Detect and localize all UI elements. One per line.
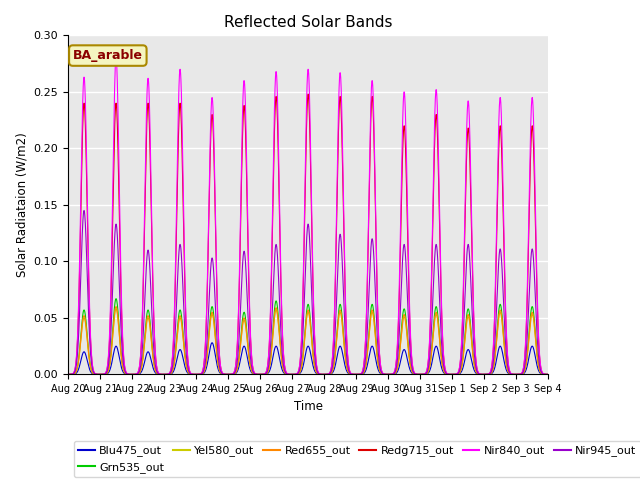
Nir840_out xyxy=(535,341,543,347)
Nir945_out xyxy=(248,367,256,373)
Nir945_out xyxy=(119,357,127,362)
Nir840_out xyxy=(64,372,72,377)
Yel580_out xyxy=(248,370,256,375)
Red655_out xyxy=(64,372,72,377)
Red655_out xyxy=(269,328,277,334)
Text: BA_arable: BA_arable xyxy=(73,49,143,62)
X-axis label: Time: Time xyxy=(294,400,323,413)
Nir840_out xyxy=(112,55,120,61)
Grn535_out xyxy=(545,372,552,377)
Redg715_out xyxy=(305,91,312,97)
Y-axis label: Solar Radiataion (W/m2): Solar Radiataion (W/m2) xyxy=(15,132,28,277)
Blu475_out xyxy=(248,371,256,376)
Nir840_out xyxy=(148,203,156,208)
Grn535_out xyxy=(248,369,256,375)
Yel580_out xyxy=(269,330,277,336)
Nir840_out xyxy=(483,372,491,377)
Nir840_out xyxy=(545,372,552,377)
Line: Nir840_out: Nir840_out xyxy=(68,58,548,374)
Yel580_out xyxy=(64,372,72,377)
Line: Blu475_out: Blu475_out xyxy=(68,343,548,374)
Yel580_out xyxy=(119,365,127,371)
Red655_out xyxy=(545,372,552,377)
Legend: Blu475_out, Grn535_out, Yel580_out, Red655_out, Redg715_out, Nir840_out, Nir945_: Blu475_out, Grn535_out, Yel580_out, Red6… xyxy=(74,441,640,477)
Yel580_out xyxy=(148,339,156,345)
Red655_out xyxy=(119,365,127,371)
Line: Yel580_out: Yel580_out xyxy=(68,309,548,374)
Yel580_out xyxy=(112,306,120,312)
Grn535_out xyxy=(483,372,491,377)
Nir945_out xyxy=(545,372,552,377)
Red655_out xyxy=(535,365,543,371)
Line: Grn535_out: Grn535_out xyxy=(68,299,548,374)
Redg715_out xyxy=(545,372,552,377)
Nir945_out xyxy=(535,358,543,363)
Redg715_out xyxy=(269,199,277,205)
Red655_out xyxy=(112,304,120,310)
Nir945_out xyxy=(269,287,277,293)
Grn535_out xyxy=(119,364,127,370)
Nir840_out xyxy=(119,340,127,346)
Nir945_out xyxy=(483,372,491,377)
Line: Nir945_out: Nir945_out xyxy=(68,211,548,374)
Nir840_out xyxy=(248,360,256,366)
Redg715_out xyxy=(147,208,155,214)
Redg715_out xyxy=(248,360,256,366)
Yel580_out xyxy=(483,372,491,377)
Redg715_out xyxy=(119,342,127,348)
Yel580_out xyxy=(545,372,552,377)
Blu475_out xyxy=(483,372,491,377)
Redg715_out xyxy=(64,372,72,377)
Line: Redg715_out: Redg715_out xyxy=(68,94,548,374)
Redg715_out xyxy=(483,372,491,377)
Blu475_out xyxy=(147,358,155,364)
Grn535_out xyxy=(269,324,277,330)
Line: Red655_out: Red655_out xyxy=(68,307,548,374)
Blu475_out xyxy=(208,340,216,346)
Red655_out xyxy=(248,370,256,375)
Nir945_out xyxy=(148,300,156,306)
Red655_out xyxy=(148,338,156,344)
Yel580_out xyxy=(535,365,543,371)
Red655_out xyxy=(483,372,491,377)
Grn535_out xyxy=(148,335,156,340)
Blu475_out xyxy=(535,368,543,374)
Redg715_out xyxy=(535,344,543,350)
Grn535_out xyxy=(64,372,72,377)
Nir945_out xyxy=(80,208,88,214)
Blu475_out xyxy=(269,353,277,359)
Blu475_out xyxy=(545,372,552,377)
Grn535_out xyxy=(535,364,543,370)
Nir840_out xyxy=(269,175,277,180)
Title: Reflected Solar Bands: Reflected Solar Bands xyxy=(224,15,392,30)
Grn535_out xyxy=(112,296,120,301)
Blu475_out xyxy=(64,372,72,377)
Nir945_out xyxy=(64,372,72,377)
Blu475_out xyxy=(119,369,127,374)
